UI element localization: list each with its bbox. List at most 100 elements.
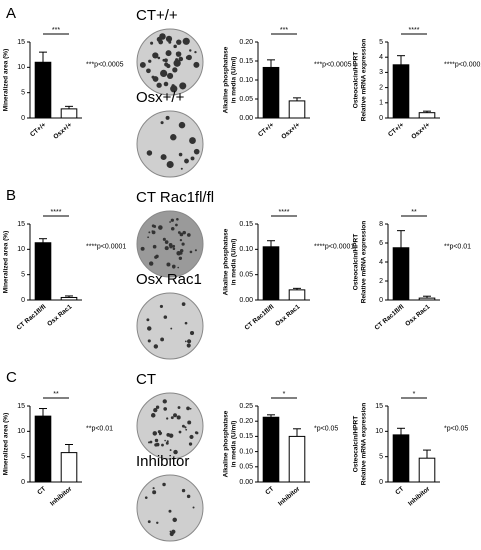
nodule bbox=[189, 49, 192, 52]
nodule bbox=[177, 266, 180, 269]
y-axis-label: Mineralized area (%) bbox=[3, 49, 10, 112]
nodule bbox=[186, 406, 190, 411]
nodule bbox=[189, 407, 192, 410]
y-tick-label: 0 bbox=[21, 297, 25, 304]
nodule bbox=[148, 261, 154, 266]
nodule bbox=[182, 37, 190, 45]
nodule bbox=[179, 238, 183, 242]
nodule bbox=[148, 231, 151, 234]
x-tick-label: Osx+/+ bbox=[410, 121, 431, 140]
image-caption: Osx+/+ bbox=[136, 89, 185, 106]
nodule bbox=[186, 494, 191, 499]
y-tick-label: 0.10 bbox=[239, 448, 253, 455]
x-tick-label: Inhibitor bbox=[49, 485, 74, 507]
y-axis-label: in media (U/ml) bbox=[231, 239, 238, 286]
p-value: ****p<0.0001 bbox=[86, 244, 126, 251]
panel-label: B bbox=[6, 187, 16, 204]
nodule bbox=[186, 343, 191, 348]
nodule bbox=[171, 529, 176, 534]
nodule bbox=[157, 430, 162, 434]
nodule bbox=[170, 85, 178, 93]
bar bbox=[60, 108, 78, 119]
nodule bbox=[162, 482, 166, 487]
significance-stars: ** bbox=[411, 209, 417, 216]
y-tick-label: 15 bbox=[17, 403, 25, 410]
y-axis-label: Relative mRNA expression bbox=[361, 39, 368, 122]
culture-dish bbox=[136, 292, 204, 360]
nodule bbox=[169, 245, 173, 249]
nodule bbox=[192, 506, 195, 509]
bar bbox=[392, 434, 410, 483]
nodule bbox=[158, 39, 164, 45]
y-tick-label: 0 bbox=[379, 479, 383, 486]
nodule bbox=[163, 81, 169, 87]
nodule bbox=[147, 236, 150, 239]
y-tick-label: 10 bbox=[17, 428, 25, 435]
y-tick-label: 10 bbox=[375, 428, 383, 435]
nodule bbox=[152, 52, 159, 59]
y-axis-label: Osteocalcin/HPRT bbox=[353, 416, 360, 472]
y-axis-label: Mineralized area (%) bbox=[3, 231, 10, 294]
bar bbox=[262, 66, 280, 119]
nodule bbox=[181, 488, 186, 493]
nodule bbox=[172, 244, 176, 248]
significance-stars: *** bbox=[52, 27, 60, 34]
nodule bbox=[194, 50, 197, 54]
nodule bbox=[151, 230, 154, 232]
nodule bbox=[189, 137, 196, 144]
nodule bbox=[147, 339, 151, 343]
nodule bbox=[169, 221, 171, 223]
bar bbox=[392, 247, 410, 301]
nodule bbox=[154, 438, 159, 443]
y-tick-label: 0.00 bbox=[239, 297, 253, 304]
nodule bbox=[152, 490, 157, 495]
y-tick-label: 5 bbox=[379, 39, 383, 46]
nodule bbox=[173, 413, 177, 418]
nodule bbox=[180, 167, 183, 170]
image-caption: Osx Rac1 bbox=[136, 271, 202, 288]
x-tick-label: Inhibitor bbox=[277, 485, 302, 507]
y-tick-label: 0.05 bbox=[239, 96, 253, 103]
nodule bbox=[178, 430, 182, 434]
nodule bbox=[189, 330, 195, 336]
y-tick-label: 0.05 bbox=[239, 272, 253, 279]
y-tick-label: 15 bbox=[17, 221, 25, 228]
nodule bbox=[148, 59, 152, 63]
nodule bbox=[155, 442, 160, 447]
nodule bbox=[152, 487, 155, 490]
bar bbox=[262, 246, 280, 301]
p-value: *p<0.05 bbox=[444, 426, 468, 433]
y-tick-label: 2 bbox=[379, 84, 383, 91]
nodule bbox=[166, 72, 174, 80]
bar bbox=[288, 435, 306, 483]
nodule bbox=[165, 441, 169, 445]
nodule bbox=[193, 61, 200, 68]
x-tick-label: CT Rac1fl/fl bbox=[243, 303, 275, 331]
nodule bbox=[164, 62, 169, 67]
nodule bbox=[153, 344, 159, 349]
nodule bbox=[169, 449, 172, 452]
x-tick-label: Osx Rac1 bbox=[274, 303, 301, 328]
y-tick-label: 0 bbox=[379, 297, 383, 304]
nodule bbox=[184, 158, 189, 164]
y-tick-label: 5 bbox=[21, 272, 25, 279]
nodule bbox=[152, 431, 158, 436]
nodule bbox=[146, 318, 150, 322]
nodule bbox=[160, 154, 167, 161]
nodule bbox=[175, 451, 178, 454]
nodule bbox=[184, 340, 187, 343]
significance-stars: **** bbox=[279, 209, 290, 216]
y-axis-label: Mineralized area (%) bbox=[3, 413, 10, 476]
p-value: *p<0.05 bbox=[314, 426, 338, 433]
nodule bbox=[150, 41, 154, 45]
nodule bbox=[159, 33, 166, 40]
nodule bbox=[169, 530, 172, 533]
nodule bbox=[178, 56, 184, 62]
y-tick-label: 3 bbox=[379, 69, 383, 76]
p-value: ***p<0.0005 bbox=[86, 62, 124, 69]
y-tick-label: 15 bbox=[17, 39, 25, 46]
nodule bbox=[146, 68, 151, 74]
significance-stars: * bbox=[283, 391, 286, 398]
nodule bbox=[156, 521, 159, 524]
nodule bbox=[163, 315, 168, 319]
